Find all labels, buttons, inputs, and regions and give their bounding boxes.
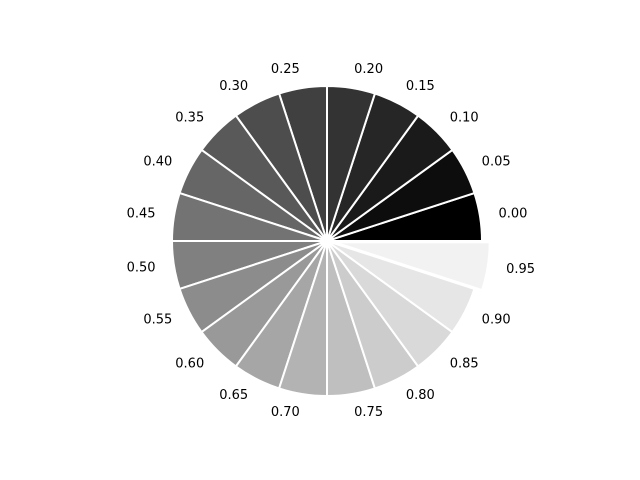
- pie-label-0.25: 0.25: [271, 62, 300, 77]
- pie-label-0.35: 0.35: [175, 111, 204, 126]
- pie-label-0.50: 0.50: [127, 261, 156, 276]
- pie-slice-0.95: [333, 241, 491, 292]
- pie-label-0.05: 0.05: [482, 155, 511, 170]
- pie-label-0.95: 0.95: [506, 262, 535, 277]
- pie-label-0.45: 0.45: [127, 206, 156, 221]
- pie-label-0.55: 0.55: [143, 312, 172, 327]
- pie-label-0.85: 0.85: [450, 356, 479, 371]
- pie-labels: 0.00 0.05 0.10 0.15 0.20 0.25 0.30 0.35 0.40 0.45…: [127, 62, 535, 420]
- pie-label-0.65: 0.65: [219, 388, 248, 403]
- pie-label-0.75: 0.75: [354, 405, 383, 420]
- pie-label-0.20: 0.20: [354, 62, 383, 77]
- pie-label-0.40: 0.40: [143, 155, 172, 170]
- pie-label-0.60: 0.60: [175, 356, 204, 371]
- pie-label-0.30: 0.30: [219, 79, 248, 94]
- pie-label-0.10: 0.10: [450, 111, 479, 126]
- pie-label-0.90: 0.90: [482, 312, 511, 327]
- pie-label-0.00: 0.00: [498, 206, 527, 221]
- pie-label-0.15: 0.15: [406, 79, 435, 94]
- pie-slice-0.90: [326, 240, 476, 334]
- pie-label-0.80: 0.80: [406, 388, 435, 403]
- pie-label-0.70: 0.70: [271, 405, 300, 420]
- pie-slices: [171, 85, 491, 397]
